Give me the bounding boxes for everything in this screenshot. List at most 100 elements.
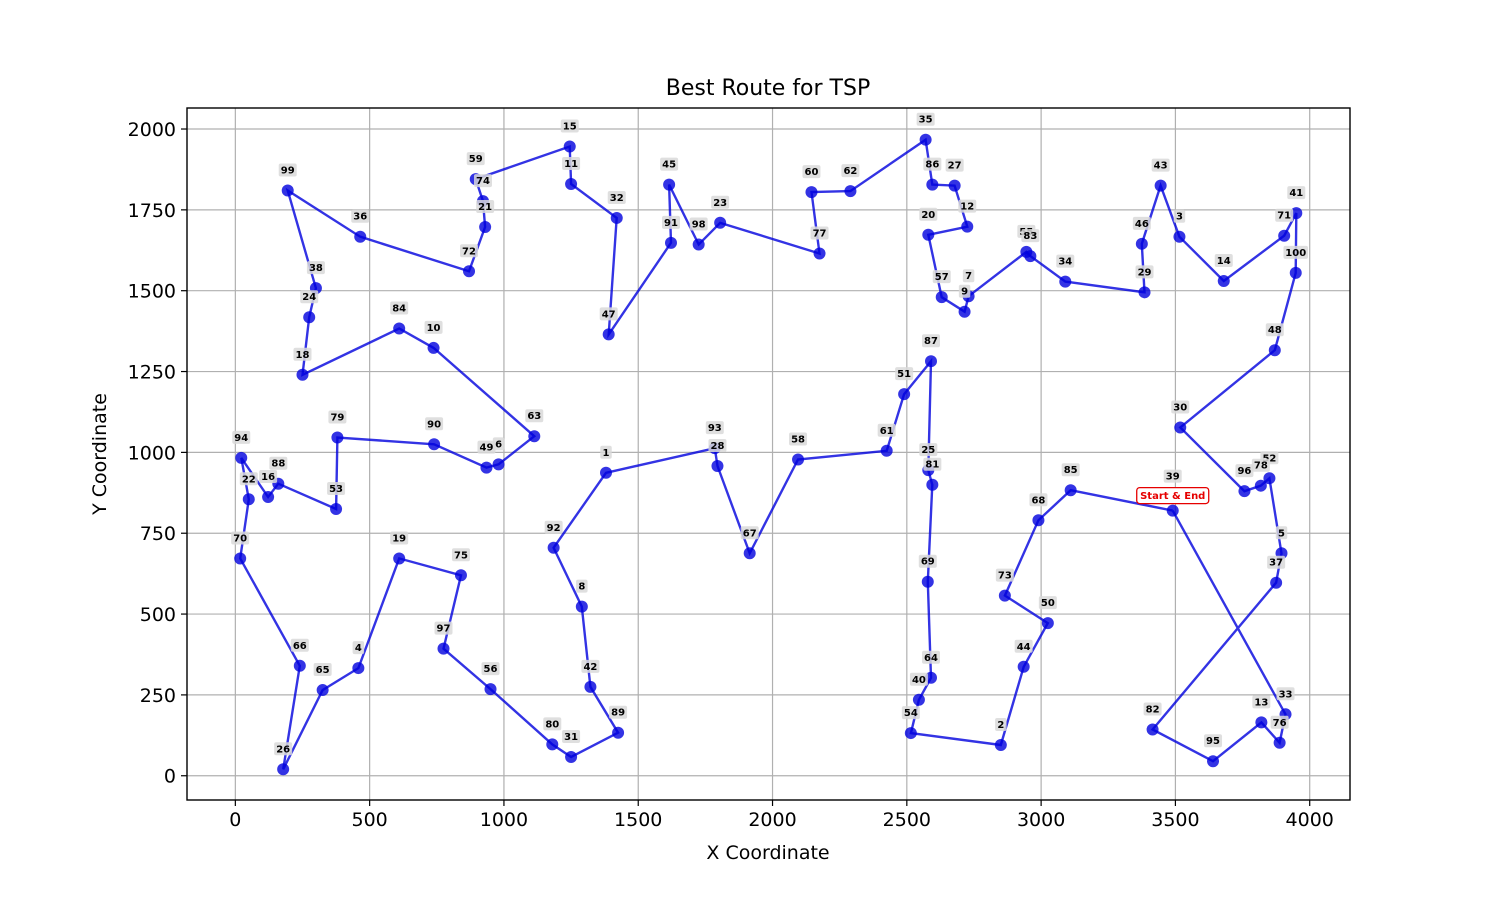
city-label-33: 33	[1279, 689, 1293, 700]
city-point-10	[427, 341, 440, 354]
city-label-box	[278, 163, 297, 177]
city-label-box	[607, 190, 626, 204]
city-label-27: 27	[948, 161, 962, 172]
city-label-box	[581, 659, 600, 673]
x-tick-label: 3500	[1151, 809, 1199, 831]
city-point-73	[998, 589, 1011, 602]
city-label-box	[1276, 687, 1295, 701]
city-point-3	[1173, 230, 1186, 243]
city-point-62	[844, 185, 857, 198]
y-tick-label: 750	[140, 523, 176, 545]
city-label-64: 64	[924, 653, 938, 664]
city-point-78	[1254, 479, 1267, 492]
city-point-99	[281, 184, 294, 197]
city-point-51	[898, 388, 911, 401]
city-label-box	[1251, 458, 1270, 472]
city-label-box	[1038, 596, 1057, 610]
city-label-61: 61	[880, 426, 894, 437]
city-label-box	[239, 472, 258, 486]
city-label-box	[290, 638, 309, 652]
city-label-box	[274, 742, 293, 756]
city-label-box	[1061, 463, 1080, 477]
city-label-81: 81	[925, 460, 939, 471]
city-point-19	[393, 552, 406, 565]
city-label-36: 36	[353, 212, 367, 223]
city-label-box	[918, 554, 937, 568]
city-point-28	[711, 459, 724, 472]
city-point-12	[961, 220, 974, 233]
city-label-32: 32	[610, 193, 624, 204]
city-label-22: 22	[242, 474, 256, 485]
city-label-95: 95	[1206, 736, 1220, 747]
city-point-54	[904, 727, 917, 740]
city-point-40	[912, 693, 925, 706]
city-label-box	[351, 209, 370, 223]
city-point-44	[1017, 660, 1030, 673]
city-label-box	[1267, 555, 1286, 569]
city-label-box	[576, 579, 588, 593]
city-point-52	[1263, 472, 1276, 485]
city-label-49: 49	[480, 443, 494, 454]
y-tick-label: 0	[164, 766, 176, 788]
city-label-box	[740, 526, 759, 540]
city-label-box	[1143, 702, 1162, 716]
city-label-41: 41	[1289, 188, 1303, 199]
x-tick-label: 3000	[1017, 809, 1065, 831]
city-label-box	[711, 195, 730, 209]
city-point-96	[1238, 485, 1251, 498]
x-tick-label: 4000	[1286, 809, 1334, 831]
city-label-box	[660, 157, 679, 171]
city-label-box	[962, 269, 975, 283]
city-point-49	[480, 461, 493, 474]
city-point-34	[1059, 275, 1072, 288]
city-point-13	[1255, 716, 1268, 729]
city-label-68: 68	[1031, 495, 1045, 506]
city-label-74: 74	[476, 176, 490, 187]
city-label-94: 94	[234, 433, 248, 444]
x-tick-label: 1500	[614, 809, 662, 831]
city-label-57: 57	[935, 272, 949, 283]
city-label-96: 96	[1237, 466, 1251, 477]
city-label-91: 91	[664, 218, 678, 229]
city-label-box	[919, 207, 938, 221]
city-point-56	[484, 683, 497, 696]
city-point-46	[1135, 237, 1148, 250]
city-point-82	[1146, 723, 1159, 736]
points-layer	[234, 133, 1303, 776]
city-label-25: 25	[921, 445, 935, 456]
y-tick-label: 2000	[128, 119, 176, 141]
city-point-100	[1289, 266, 1302, 279]
city-label-89: 89	[611, 708, 625, 719]
city-label-5: 5	[1278, 528, 1285, 539]
city-label-box	[434, 621, 453, 635]
city-label-31: 31	[564, 732, 578, 743]
city-point-6	[492, 458, 505, 471]
city-point-72	[463, 265, 476, 278]
city-label-box	[352, 641, 365, 655]
city-label-80: 80	[545, 719, 559, 730]
city-label-92: 92	[547, 523, 561, 534]
city-label-box	[460, 244, 479, 258]
city-point-36	[354, 230, 367, 243]
city-point-65	[316, 684, 329, 697]
y-tick-label: 250	[140, 685, 176, 707]
city-label-58: 58	[791, 434, 805, 445]
city-point-91	[665, 236, 678, 249]
city-label-14: 14	[1217, 256, 1231, 267]
city-label-65: 65	[316, 665, 330, 676]
city-label-box	[789, 432, 808, 446]
city-label-46: 46	[1135, 219, 1149, 230]
city-label-box	[231, 531, 250, 545]
city-label-box	[708, 438, 727, 452]
city-label-box	[909, 672, 928, 686]
city-label-box	[921, 650, 940, 664]
city-point-76	[1273, 736, 1286, 749]
city-point-92	[547, 541, 560, 554]
city-point-4	[352, 662, 365, 675]
start-end-label: Start & End	[1140, 491, 1205, 502]
plot-frame	[186, 107, 1351, 801]
city-label-45: 45	[662, 160, 676, 171]
grid	[187, 108, 1350, 800]
city-label-40: 40	[912, 675, 926, 686]
x-tick-label: 2500	[883, 809, 931, 831]
